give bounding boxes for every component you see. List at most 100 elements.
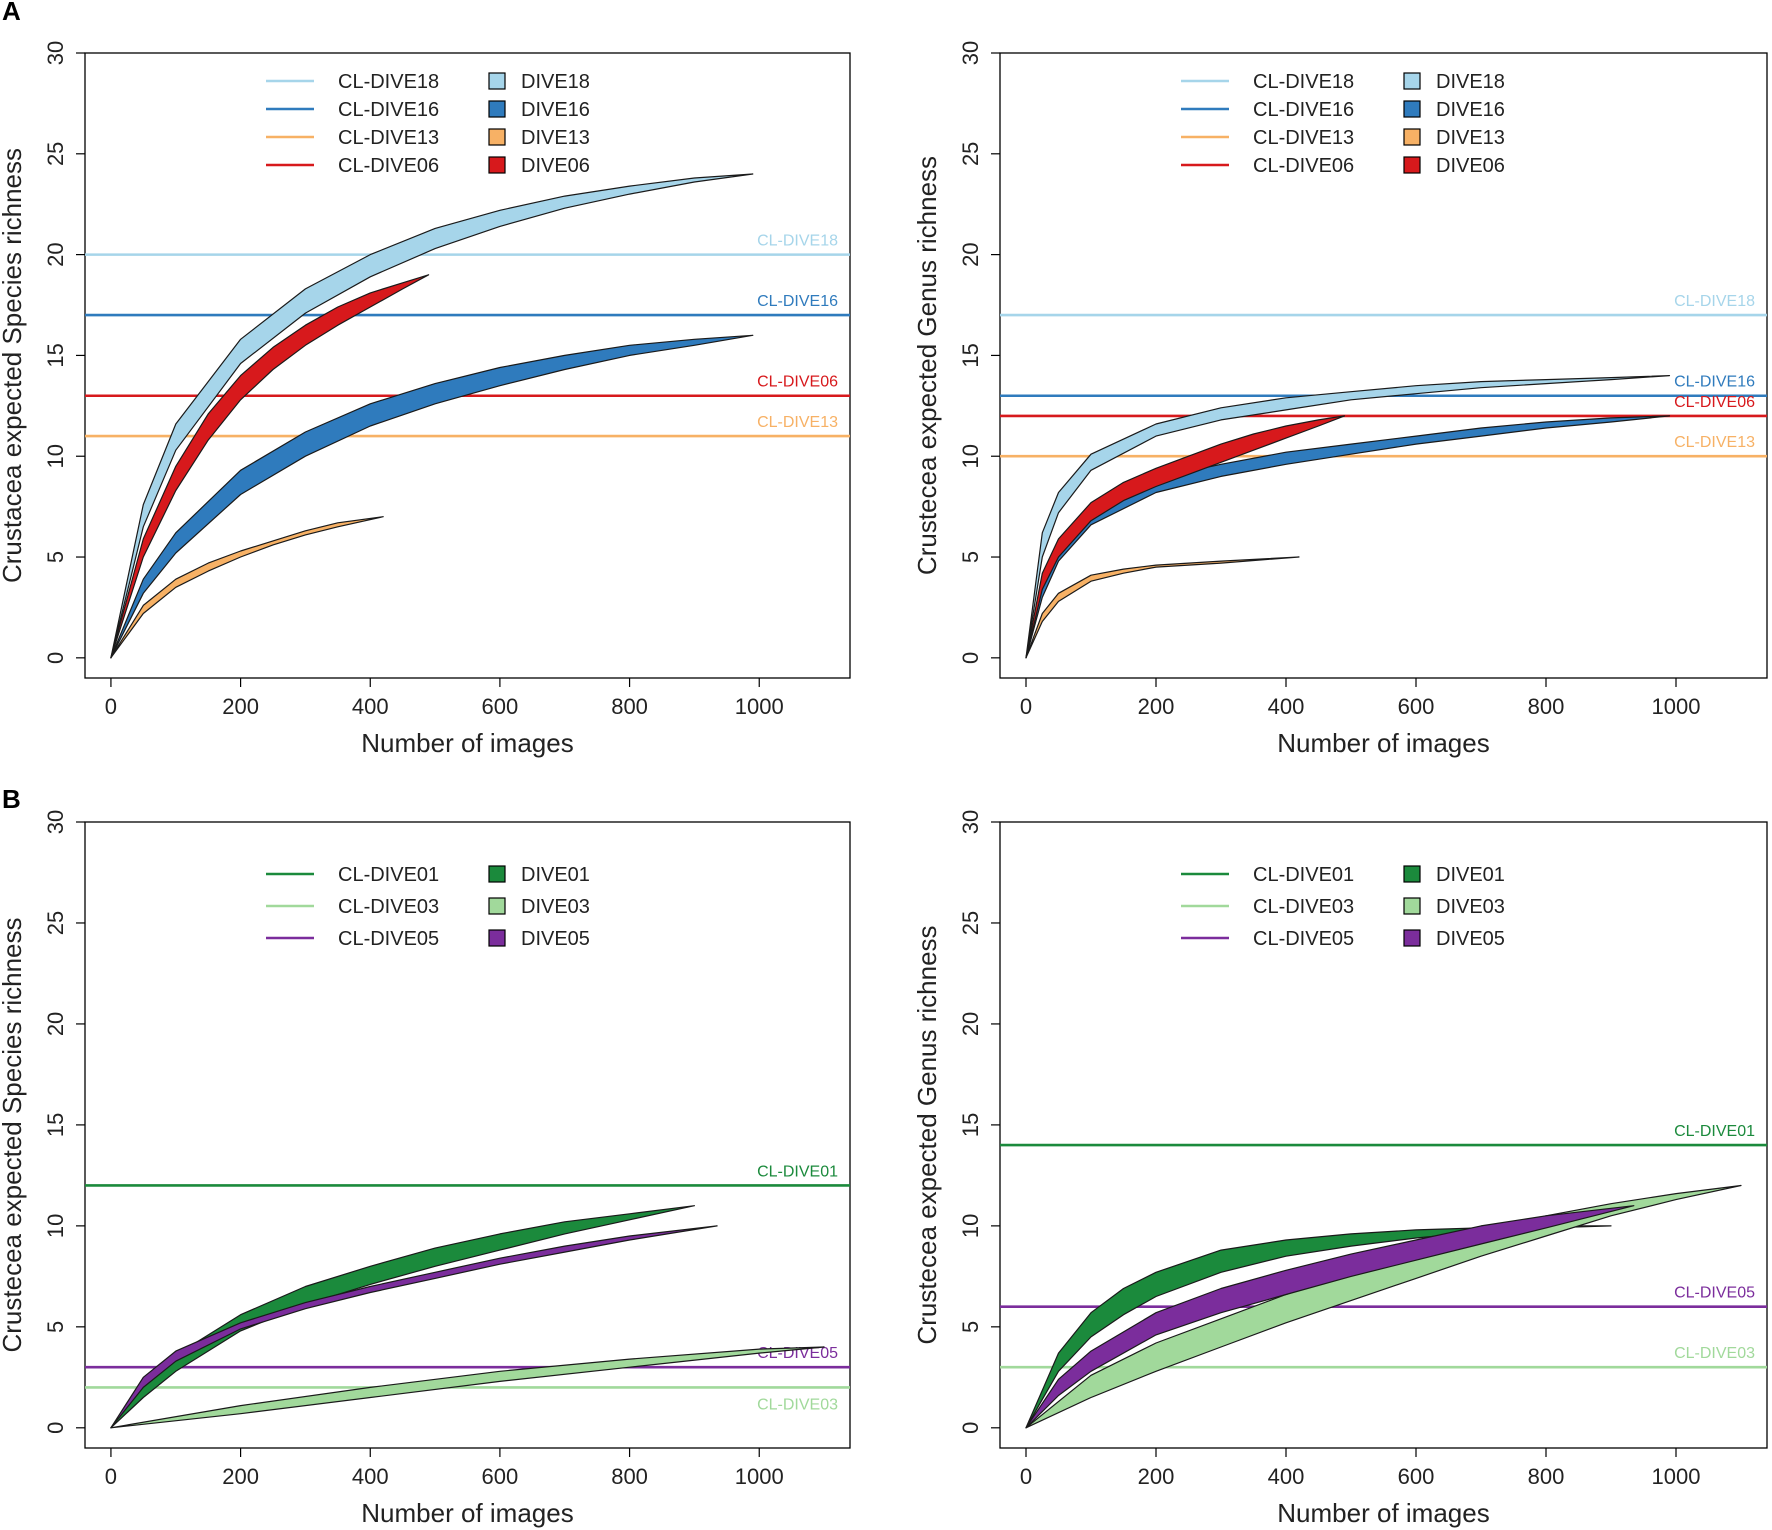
legend-line-label: CL-DIVE01 (338, 864, 439, 886)
legend-band-label: DIVE16 (1436, 99, 1505, 121)
legend-line-label: CL-DIVE01 (1253, 864, 1354, 886)
legend-line-label: CL-DIVE18 (338, 71, 439, 93)
y-axis-title: Crustacea expected Species richness (0, 148, 27, 583)
y-tick-label: 20 (43, 1012, 68, 1036)
x-tick-label: 800 (611, 1464, 648, 1489)
panel-letter-a: A (2, 0, 21, 26)
y-tick-label: 20 (958, 1012, 983, 1036)
y-tick-label: 15 (43, 343, 68, 367)
y-tick-label: 5 (43, 1321, 68, 1333)
band-dive18 (1025, 375, 1671, 659)
legend-band-label: DIVE01 (1436, 864, 1505, 886)
legend: CL-DIVE18 DIVE18 CL-DIVE16 DIVE16 CL-DIVE13 D… (266, 71, 590, 177)
x-tick-label: 200 (1138, 694, 1175, 719)
legend-band-label: DIVE13 (521, 127, 590, 149)
band-dive13 (110, 516, 384, 659)
reference-line-label: CL-DIVE13 (757, 414, 838, 431)
legend-band-label: DIVE06 (521, 155, 590, 177)
legend-band-swatch (488, 865, 506, 883)
legend-band-swatch (1403, 897, 1421, 915)
reference-line-label: CL-DIVE03 (757, 1396, 838, 1413)
legend-band-swatch (488, 128, 506, 146)
legend-line-label: CL-DIVE03 (1253, 896, 1354, 918)
y-tick-label: 10 (43, 444, 68, 468)
y-tick-label: 5 (43, 551, 68, 563)
reference-line-label: CL-DIVE01 (1674, 1123, 1755, 1140)
legend-line-label: CL-DIVE18 (1253, 71, 1354, 93)
chart-2: 0 200 400 600 800 1000 0 5 10 15 20 25 30 Number of i… (912, 41, 1768, 758)
y-tick-label: 0 (43, 652, 68, 664)
band-dive16 (110, 334, 754, 659)
x-tick-label: 0 (105, 694, 117, 719)
x-tick-label: 400 (1268, 694, 1305, 719)
legend-line-label: CL-DIVE16 (338, 99, 439, 121)
legend-line-label: CL-DIVE05 (1253, 928, 1354, 950)
band-dive03 (1025, 1184, 1742, 1429)
y-axis-title: Crustecea expected Species richness (0, 917, 27, 1352)
legend-band-swatch (488, 72, 506, 90)
y-axis-title: Crustecea expected Genus richness (912, 156, 942, 575)
legend: CL-DIVE01 DIVE01 CL-DIVE03 DIVE03 CL-DIVE05 D… (266, 864, 590, 950)
band-dive01 (1025, 1225, 1612, 1429)
legend-band-swatch (488, 929, 506, 947)
band-dive03 (110, 1346, 825, 1429)
x-tick-label: 800 (1528, 1464, 1565, 1489)
legend: CL-DIVE01 DIVE01 CL-DIVE03 DIVE03 CL-DIVE05 D… (1181, 864, 1505, 950)
x-tick-label: 400 (352, 1464, 389, 1489)
x-tick-label: 0 (1020, 694, 1032, 719)
reference-line-label: CL-DIVE16 (1674, 374, 1755, 391)
x-tick-label: 800 (1528, 694, 1565, 719)
legend-line-label: CL-DIVE05 (338, 928, 439, 950)
legend-band-swatch (1403, 156, 1421, 174)
y-tick-label: 10 (43, 1214, 68, 1238)
y-tick-label: 30 (958, 810, 983, 834)
y-tick-label: 25 (43, 142, 68, 166)
panel-letter-b: B (2, 784, 21, 814)
band-dive05 (110, 1225, 718, 1429)
band-dive18 (110, 173, 754, 659)
x-tick-label: 400 (352, 694, 389, 719)
legend-band-label: DIVE01 (521, 864, 590, 886)
x-axis-title: Number of images (361, 728, 573, 758)
y-tick-label: 25 (958, 911, 983, 935)
legend-band-label: DIVE05 (1436, 928, 1505, 950)
x-tick-label: 1000 (1652, 1464, 1701, 1489)
reference-line-label: CL-DIVE18 (757, 233, 838, 250)
plot-frame (84, 821, 851, 1449)
y-tick-label: 15 (958, 1113, 983, 1137)
legend-band-label: DIVE03 (1436, 896, 1505, 918)
reference-line-label: CL-DIVE01 (757, 1163, 838, 1180)
reference-line-label: CL-DIVE06 (1674, 394, 1755, 411)
reference-line-label: CL-DIVE06 (757, 374, 838, 391)
y-tick-label: 0 (958, 652, 983, 664)
x-tick-label: 0 (105, 1464, 117, 1489)
x-axis-title: Number of images (1277, 728, 1489, 758)
x-tick-label: 200 (222, 694, 259, 719)
y-axis-title: Crustecea expected Genus richness (912, 925, 942, 1344)
legend-line-label: CL-DIVE03 (338, 896, 439, 918)
x-tick-label: 600 (482, 1464, 519, 1489)
y-tick-label: 0 (43, 1422, 68, 1434)
x-axis-title: Number of images (361, 1498, 573, 1528)
reference-line-label: CL-DIVE03 (1674, 1345, 1755, 1362)
legend-band-swatch (1403, 100, 1421, 118)
reference-line-label: CL-DIVE05 (1674, 1285, 1755, 1302)
legend-line-label: CL-DIVE16 (1253, 99, 1354, 121)
reference-line-label: CL-DIVE18 (1674, 293, 1755, 310)
x-tick-label: 1000 (735, 1464, 784, 1489)
legend: CL-DIVE18 DIVE18 CL-DIVE16 DIVE16 CL-DIVE13 D… (1181, 71, 1505, 177)
x-tick-label: 400 (1268, 1464, 1305, 1489)
legend-band-swatch (488, 897, 506, 915)
legend-band-label: DIVE03 (521, 896, 590, 918)
y-tick-label: 15 (43, 1113, 68, 1137)
y-tick-label: 5 (958, 551, 983, 563)
y-tick-label: 10 (958, 444, 983, 468)
legend-band-label: DIVE18 (521, 71, 590, 93)
band-dive06 (110, 274, 430, 659)
x-tick-label: 600 (1398, 694, 1435, 719)
plot-frame (999, 821, 1768, 1449)
band-dive06 (1025, 415, 1346, 659)
x-tick-label: 200 (222, 1464, 259, 1489)
